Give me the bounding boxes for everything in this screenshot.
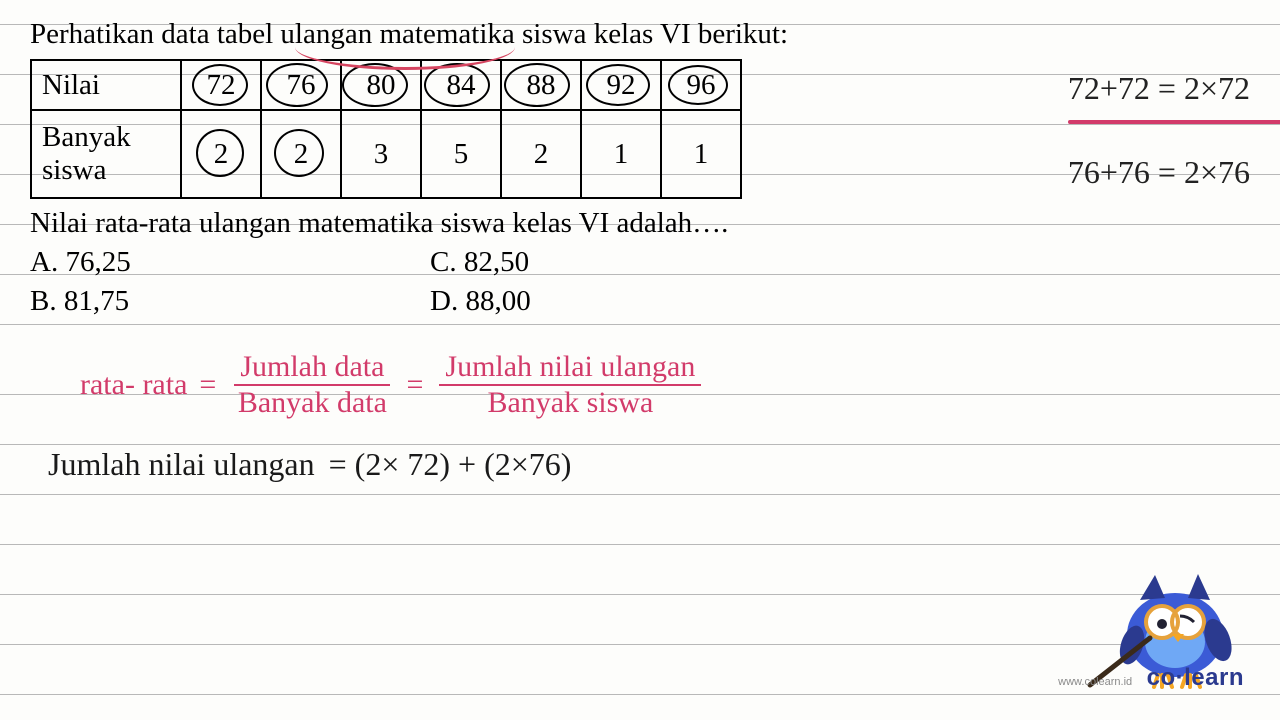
banyak-cell: 2 <box>501 110 581 198</box>
nilai-cell: 92 <box>581 60 661 110</box>
table-row-banyak: Banyak siswa 2 2 3 5 2 1 1 <box>31 110 741 198</box>
banyak-cell: 2 <box>181 110 261 198</box>
brand-logo: co·learn <box>1147 664 1244 691</box>
nilai-cell: 76 <box>261 60 341 110</box>
row1-label: Nilai <box>31 60 181 110</box>
option-c: C. 82,50 <box>430 246 830 279</box>
options-grid: A. 76,25 C. 82,50 B. 81,75 D. 88,00 <box>30 246 1250 318</box>
prompt-text: Perhatikan data tabel ulangan matematika… <box>30 18 1250 51</box>
table-region: Nilai 72 76 80 84 88 92 96 Banyak siswa … <box>30 59 1250 199</box>
brand-url: www.colearn.id <box>1058 676 1132 688</box>
banyak-cell: 3 <box>341 110 421 198</box>
option-b: B. 81,75 <box>30 285 430 318</box>
nilai-cell: 88 <box>501 60 581 110</box>
nilai-cell: 72 <box>181 60 261 110</box>
banyak-cell: 2 <box>261 110 341 198</box>
fraction-1: Jumlah data Banyak data <box>234 352 390 418</box>
calculation-line: Jumlah nilai ulangan = (2× 72) + (2×76) <box>48 446 571 483</box>
banyak-cell: 5 <box>421 110 501 198</box>
banyak-cell: 1 <box>661 110 741 198</box>
row2-label: Banyak siswa <box>31 110 181 198</box>
nilai-cell: 96 <box>661 60 741 110</box>
main-content: Perhatikan data tabel ulangan matematika… <box>0 0 1280 318</box>
fraction-2: Jumlah nilai ulangan Banyak siswa <box>439 352 701 418</box>
option-d: D. 88,00 <box>430 285 830 318</box>
formula-handwriting: rata- rata = Jumlah data Banyak data = J… <box>80 352 707 418</box>
nilai-cell: 80 <box>341 60 421 110</box>
option-a: A. 76,25 <box>30 246 430 279</box>
data-table: Nilai 72 76 80 84 88 92 96 Banyak siswa … <box>30 59 742 199</box>
banyak-cell: 1 <box>581 110 661 198</box>
brand-footer: www.colearn.id co·learn <box>1058 664 1244 692</box>
table-row-nilai: Nilai 72 76 80 84 88 92 96 <box>31 60 741 110</box>
nilai-cell: 84 <box>421 60 501 110</box>
formula-lhs: rata- rata <box>80 370 187 400</box>
question-text: Nilai rata-rata ulangan matematika siswa… <box>30 207 1250 240</box>
